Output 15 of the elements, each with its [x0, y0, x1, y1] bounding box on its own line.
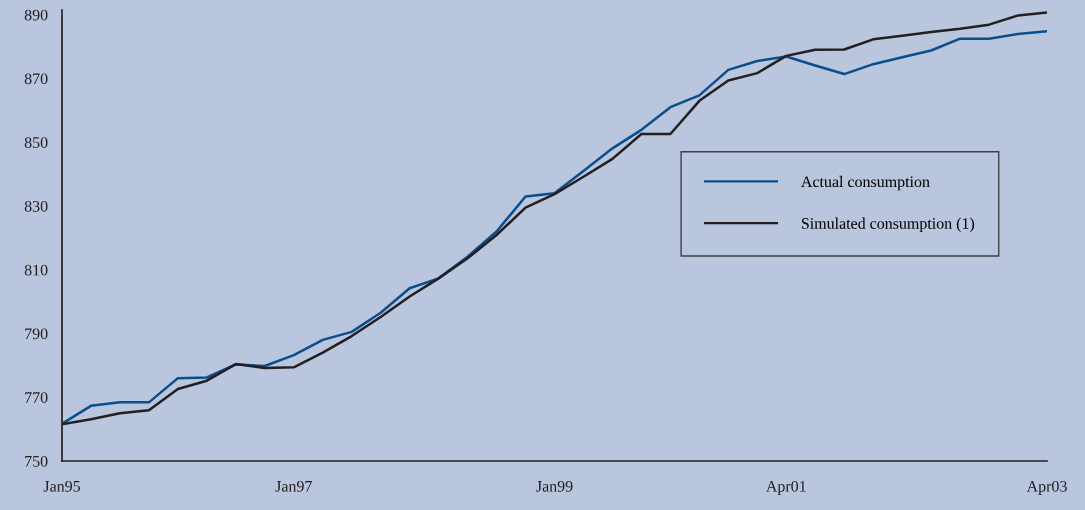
y-tick-label: 830	[24, 200, 48, 212]
x-tick-label: Apr01	[766, 480, 806, 495]
y-tick-label: 890	[24, 9, 48, 21]
y-tick-label: 750	[25, 455, 48, 467]
y-tick-label: 870	[24, 73, 48, 85]
y-tick-label: 810	[24, 264, 48, 276]
x-tick-label: Jan99	[536, 480, 573, 492]
y-tick-label: 790	[25, 328, 48, 340]
y-tick-label: 850	[24, 137, 48, 148]
x-tick-label: Apr03	[1026, 480, 1067, 495]
y-tick-label: 770	[25, 392, 48, 403]
legend-label: Actual consumption	[801, 175, 930, 191]
x-tick-label: Jan95	[43, 480, 81, 492]
legend-label: Simulated consumption (1)	[801, 217, 975, 233]
x-tick-label: Jan97	[275, 480, 312, 492]
